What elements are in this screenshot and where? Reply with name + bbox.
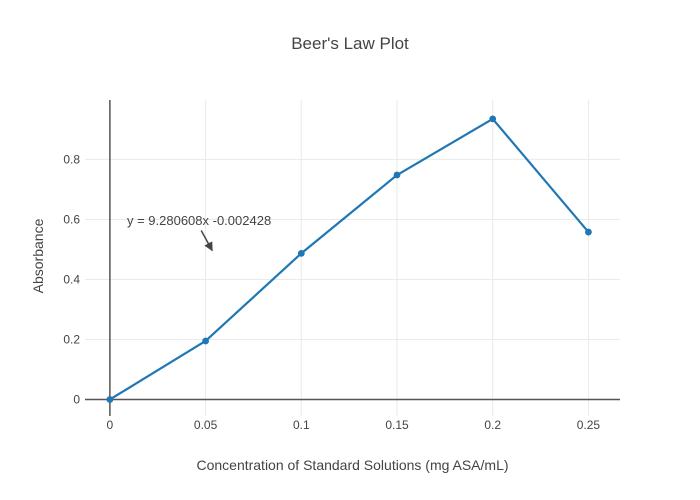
y-tick-label: 0 <box>73 392 80 406</box>
y-tick-label: 0.4 <box>63 272 80 286</box>
x-tick-label: 0 <box>107 418 114 432</box>
data-point[interactable] <box>393 171 401 179</box>
x-tick-label: 0.2 <box>484 418 501 432</box>
data-point[interactable] <box>585 228 592 236</box>
annotation-arrow <box>200 230 213 252</box>
y-tick-label: 0.6 <box>63 212 80 226</box>
chart-title: Beer's Law Plot <box>291 34 409 53</box>
x-tick-label: 0.25 <box>577 418 601 432</box>
data-point[interactable] <box>489 115 497 123</box>
y-tick-label: 0.2 <box>63 332 80 346</box>
x-tick-label: 0.15 <box>385 418 409 432</box>
x-axis-title: Concentration of Standard Solutions (mg … <box>196 457 509 473</box>
series-line <box>109 117 590 401</box>
data-point[interactable] <box>106 396 114 403</box>
y-tick-label: 0.8 <box>63 152 80 166</box>
regression-equation-annotation: y = 9.280608x -0.002428 <box>127 213 271 228</box>
data-point[interactable] <box>297 249 305 257</box>
x-tick-label: 0.1 <box>293 418 310 432</box>
y-axis-title: Absorbance <box>30 218 46 294</box>
x-tick-label: 0.05 <box>194 418 218 432</box>
data-point[interactable] <box>202 337 209 345</box>
